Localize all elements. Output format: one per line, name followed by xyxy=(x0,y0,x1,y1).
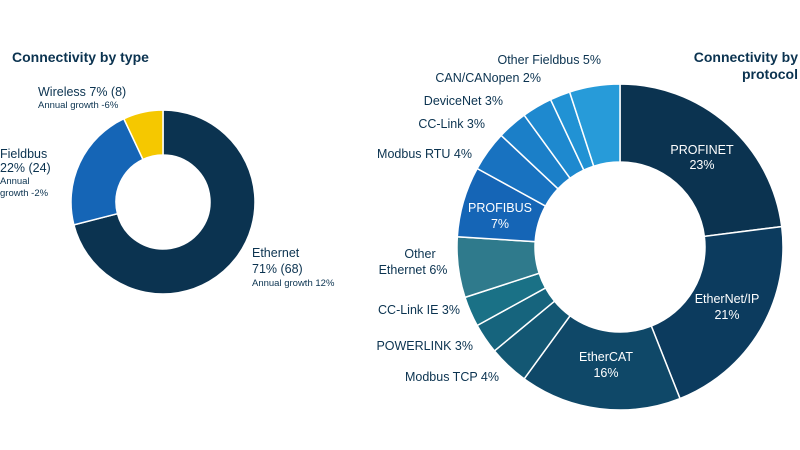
profinet-label: PROFINET xyxy=(670,143,734,157)
ethercat-value: 16% xyxy=(593,366,618,380)
protocol-chart-title-2: protocol xyxy=(742,66,798,82)
wireless-label: Wireless 7% (8) xyxy=(38,85,126,99)
ethernet-growth: Annual growth 12% xyxy=(252,278,335,289)
cclink-label: CC-Link 3% xyxy=(418,117,485,131)
modbustcp-label: Modbus TCP 4% xyxy=(405,370,499,384)
slice-ethernet xyxy=(72,109,256,295)
protocol-donut xyxy=(456,83,784,411)
slice-wireless xyxy=(122,109,164,161)
ethernetip-value: 21% xyxy=(714,308,739,322)
type-chart-title: Connectivity by type xyxy=(12,49,149,65)
fieldbus-label: Fieldbus xyxy=(0,147,47,161)
otherethernet-label-1: Other xyxy=(404,247,435,261)
otherfieldbus-label: Other Fieldbus 5% xyxy=(497,53,601,67)
ethercat-label: EtherCAT xyxy=(579,350,633,364)
profibus-label: PROFIBUS xyxy=(468,201,532,215)
cancanopen-label: CAN/CANopen 2% xyxy=(435,71,541,85)
slice-ethernet-ip xyxy=(650,225,784,400)
powerlink-label: POWERLINK 3% xyxy=(376,339,473,353)
fieldbus-growth-2: growth -2% xyxy=(0,188,49,199)
ethernet-label: Ethernet xyxy=(252,246,300,260)
slice-other-fieldbus xyxy=(568,83,621,168)
wireless-growth: Annual growth -6% xyxy=(38,100,119,111)
type-donut xyxy=(70,109,256,295)
cclinkie-label: CC-Link IE 3% xyxy=(378,303,460,317)
fieldbus-growth-1: Annual xyxy=(0,176,30,187)
otherethernet-label-2: Ethernet 6% xyxy=(379,263,448,277)
devicenet-label: DeviceNet 3% xyxy=(424,94,503,108)
fieldbus-value: 22% (24) xyxy=(0,161,51,175)
ethernet-value: 71% (68) xyxy=(252,262,303,276)
modbusrtu-label: Modbus RTU 4% xyxy=(377,147,472,161)
profibus-value: 7% xyxy=(491,217,509,231)
profinet-value: 23% xyxy=(689,158,714,172)
slice-profinet xyxy=(619,83,783,238)
ethernetip-label: EtherNet/IP xyxy=(695,292,760,306)
protocol-chart-title-1: Connectivity by xyxy=(694,49,798,65)
